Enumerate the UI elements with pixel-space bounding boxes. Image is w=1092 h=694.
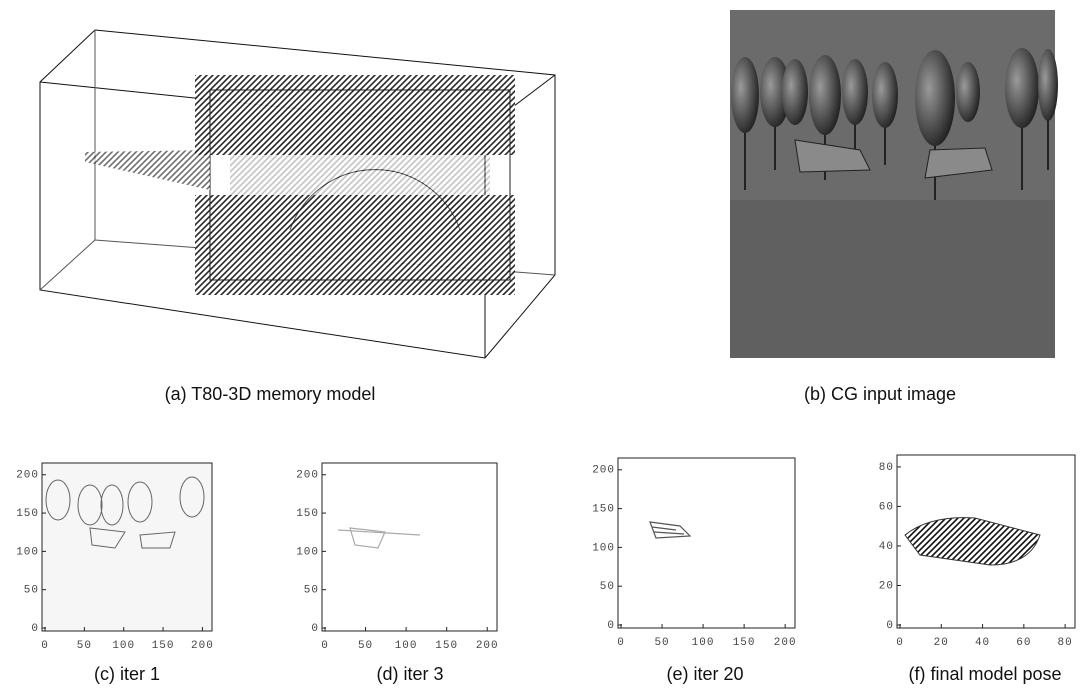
y-tick-label: 50: [304, 585, 319, 597]
x-tick-label: 0: [41, 640, 49, 652]
y-tick-label: 150: [16, 508, 39, 520]
y-tick-label: 0: [607, 620, 615, 632]
x-tick-label: 150: [152, 640, 175, 652]
y-tick-label: 200: [16, 470, 39, 482]
y-tick-label: 100: [296, 546, 319, 558]
y-tick-label: 150: [296, 508, 319, 520]
caption: (d) iter 3: [376, 664, 443, 684]
y-tick-label: 200: [592, 465, 615, 477]
y-tick-label: 40: [879, 541, 894, 553]
x-tick-label: 50: [77, 640, 92, 652]
caption: (e) iter 20: [666, 664, 743, 684]
x-tick-label: 0: [617, 637, 625, 649]
caption: (a) T80-3D memory model: [165, 384, 376, 404]
y-tick-label: 200: [296, 470, 319, 482]
x-tick-label: 80: [1058, 637, 1073, 649]
figure: (a) T80-3D memory model (b) CG input imag…: [0, 0, 1092, 694]
memory-model-render: [40, 30, 555, 358]
x-tick-label: 0: [321, 640, 329, 652]
y-tick-label: 0: [311, 623, 319, 635]
x-tick-label: 100: [395, 640, 418, 652]
x-tick-label: 200: [476, 640, 499, 652]
x-tick-label: 40: [975, 637, 990, 649]
y-tick-label: 60: [879, 501, 894, 513]
x-tick-label: 50: [358, 640, 373, 652]
plot-frame: [618, 458, 795, 628]
y-tick-label: 0: [886, 620, 894, 632]
x-tick-label: 200: [774, 637, 797, 649]
x-tick-label: 0: [896, 637, 904, 649]
x-tick-label: 60: [1016, 637, 1031, 649]
x-tick-label: 200: [191, 640, 214, 652]
plot-frame: [322, 463, 497, 631]
y-tick-label: 0: [31, 623, 39, 635]
x-tick-label: 20: [934, 637, 949, 649]
y-tick-label: 50: [600, 581, 615, 593]
x-tick-label: 100: [112, 640, 135, 652]
caption: (c) iter 1: [94, 664, 160, 684]
y-tick-label: 50: [24, 585, 39, 597]
y-tick-label: 100: [592, 542, 615, 554]
y-tick-label: 100: [16, 546, 39, 558]
caption: (b) CG input image: [804, 384, 956, 404]
x-tick-label: 50: [654, 637, 669, 649]
y-tick-label: 20: [879, 580, 894, 592]
y-tick-label: 150: [592, 504, 615, 516]
caption: (f) final model pose: [908, 664, 1061, 684]
x-tick-label: 150: [733, 637, 756, 649]
x-tick-label: 150: [435, 640, 458, 652]
x-tick-label: 100: [692, 637, 715, 649]
input-image: [730, 10, 1058, 358]
y-tick-label: 80: [879, 462, 894, 474]
